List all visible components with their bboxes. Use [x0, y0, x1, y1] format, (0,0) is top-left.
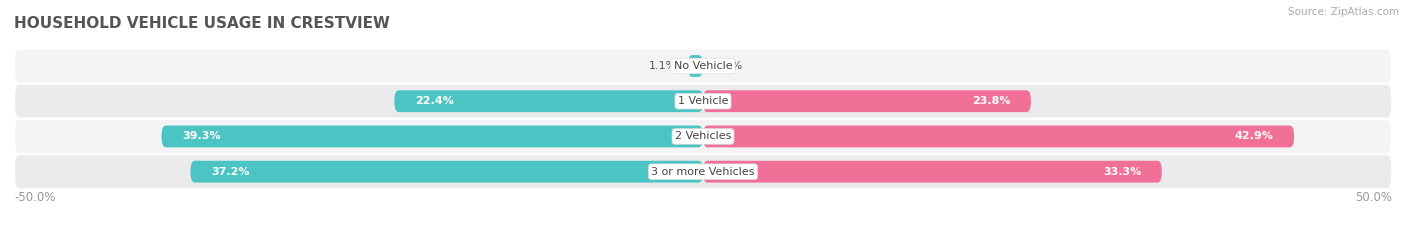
FancyBboxPatch shape: [14, 48, 1392, 84]
Text: 39.3%: 39.3%: [183, 131, 221, 141]
FancyBboxPatch shape: [14, 119, 1392, 154]
FancyBboxPatch shape: [14, 84, 1392, 119]
Text: 0.0%: 0.0%: [714, 61, 742, 71]
Text: 37.2%: 37.2%: [211, 167, 250, 177]
Text: HOUSEHOLD VEHICLE USAGE IN CRESTVIEW: HOUSEHOLD VEHICLE USAGE IN CRESTVIEW: [14, 16, 389, 31]
Text: 22.4%: 22.4%: [415, 96, 454, 106]
FancyBboxPatch shape: [14, 154, 1392, 189]
Text: 33.3%: 33.3%: [1102, 167, 1142, 177]
FancyBboxPatch shape: [162, 126, 703, 147]
FancyBboxPatch shape: [394, 90, 703, 112]
FancyBboxPatch shape: [703, 126, 1294, 147]
FancyBboxPatch shape: [703, 161, 1161, 183]
Text: 50.0%: 50.0%: [1355, 191, 1392, 204]
Text: 3 or more Vehicles: 3 or more Vehicles: [651, 167, 755, 177]
Text: 1 Vehicle: 1 Vehicle: [678, 96, 728, 106]
Text: 42.9%: 42.9%: [1234, 131, 1274, 141]
Text: 23.8%: 23.8%: [972, 96, 1011, 106]
Text: -50.0%: -50.0%: [14, 191, 55, 204]
FancyBboxPatch shape: [703, 90, 1031, 112]
Text: 2 Vehicles: 2 Vehicles: [675, 131, 731, 141]
FancyBboxPatch shape: [688, 55, 703, 77]
FancyBboxPatch shape: [190, 161, 703, 183]
Text: No Vehicle: No Vehicle: [673, 61, 733, 71]
Text: 1.1%: 1.1%: [648, 61, 676, 71]
Text: Source: ZipAtlas.com: Source: ZipAtlas.com: [1288, 7, 1399, 17]
